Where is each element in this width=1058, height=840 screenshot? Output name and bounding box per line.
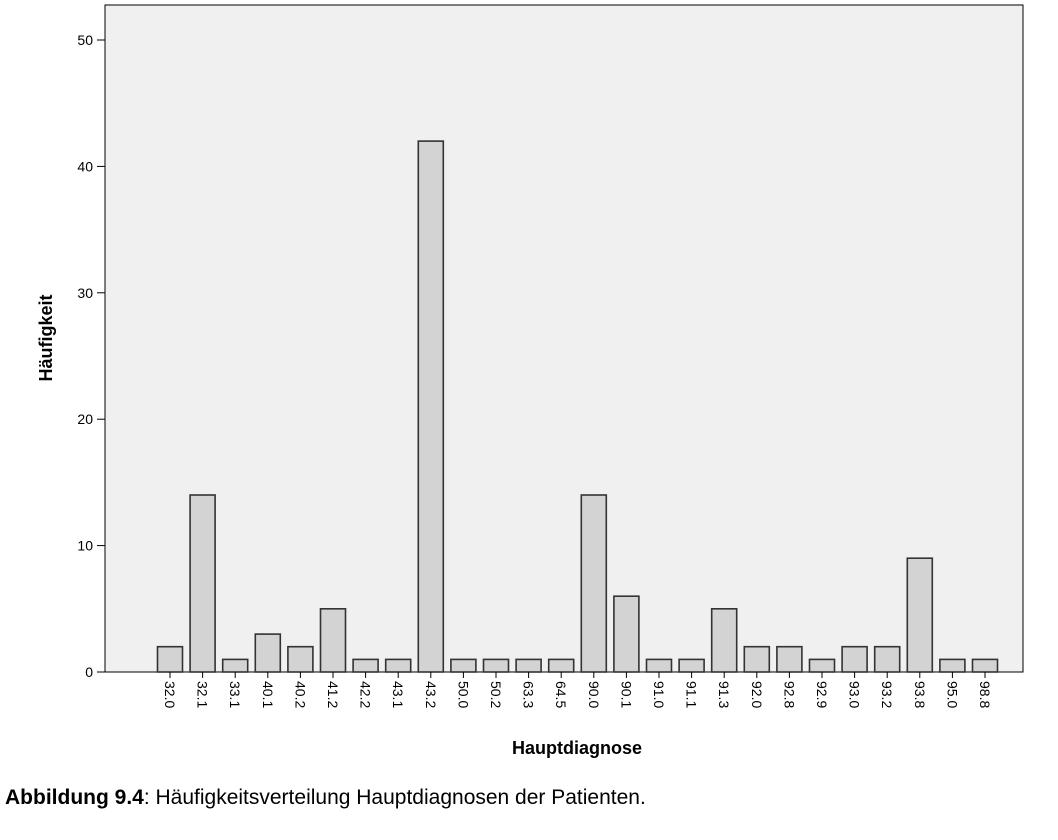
- bar-33.1: [221, 658, 249, 673]
- bar-90.0: [580, 494, 608, 673]
- bar-63.3: [515, 658, 542, 673]
- bar-92.9: [808, 658, 836, 673]
- x-tick-label: 40.2: [292, 681, 308, 708]
- bar-98.8: [971, 658, 999, 673]
- bar-92.8: [776, 645, 803, 673]
- bar-91.0: [645, 658, 673, 673]
- bar-40.2: [287, 645, 314, 673]
- y-tick-label: 10: [77, 538, 93, 554]
- x-tick-label: 98.8: [977, 681, 993, 708]
- x-tick-label: 50.0: [455, 681, 471, 708]
- x-axis-title: Hauptdiagnose: [512, 738, 642, 758]
- bar-93.8: [906, 557, 934, 673]
- y-tick-label: 40: [77, 158, 93, 174]
- x-tick-label: 64.5: [553, 681, 569, 708]
- bar-92.0: [743, 645, 771, 673]
- x-tick-label: 43.1: [390, 681, 406, 708]
- y-tick-label: 20: [77, 411, 93, 427]
- y-axis-title: Häufigkeit: [36, 294, 56, 381]
- x-tick-label: 50.2: [488, 681, 504, 708]
- bar-91.1: [678, 658, 705, 673]
- x-tick-label: 92.8: [781, 681, 797, 708]
- x-tick-label: 43.2: [423, 681, 439, 708]
- bar-43.1: [384, 658, 412, 673]
- bar-40.1: [254, 633, 282, 673]
- y-tick-label: 0: [85, 664, 93, 680]
- x-tick-label: 92.0: [749, 681, 765, 708]
- x-tick-label: 32.0: [162, 681, 178, 708]
- bar-91.3: [710, 607, 738, 673]
- x-tick-label: 33.1: [227, 681, 243, 708]
- x-tick-label: 40.1: [260, 681, 276, 708]
- bar-64.5: [547, 658, 575, 673]
- bar-43.2: [417, 140, 445, 673]
- figure-caption: Abbildung 9.4: Häufigkeitsverteilung Hau…: [5, 786, 646, 810]
- x-tick-label: 91.0: [651, 681, 667, 708]
- x-tick-label: 32.1: [195, 681, 211, 708]
- bar-41.2: [319, 607, 347, 673]
- bars-group: [156, 140, 999, 673]
- y-tick-label: 30: [77, 285, 93, 301]
- x-tick-label: 90.0: [586, 681, 602, 708]
- bar-50.2: [482, 658, 510, 673]
- x-tick-label: 90.1: [618, 681, 634, 708]
- x-tick-label: 63.3: [521, 681, 537, 708]
- x-tick-label: 93.0: [847, 681, 863, 708]
- bar-50.0: [450, 658, 477, 673]
- x-tick-label: 93.8: [912, 681, 928, 708]
- caption-label: Abbildung 9.4: [5, 786, 144, 809]
- x-axis: 32.0 32.1 33.1 40.1 40.2 41.2 42.2 43.1 43.2 50.0…: [162, 672, 993, 708]
- bar-32.0: [156, 645, 184, 673]
- y-tick-label: 50: [77, 32, 93, 48]
- bar-chart: 0 10 20 30 40 50 32.0 32.1 33.1 40.1 40.2 41.2 42.2…: [36, 4, 1024, 758]
- bar-95.0: [939, 658, 966, 673]
- y-axis: 0 10 20 30 40 50: [77, 32, 105, 680]
- bar-42.2: [352, 658, 379, 673]
- x-tick-label: 41.2: [325, 681, 341, 708]
- x-tick-label: 91.3: [716, 681, 732, 708]
- caption-text: : Häufigkeitsverteilung Hauptdiagnosen d…: [143, 786, 646, 809]
- x-tick-label: 92.9: [814, 681, 830, 708]
- x-tick-label: 91.1: [684, 681, 700, 708]
- bar-93.0: [841, 645, 868, 673]
- plot-area: [104, 4, 1024, 673]
- x-tick-label: 42.2: [358, 681, 374, 708]
- bar-93.2: [873, 645, 901, 673]
- x-tick-label: 95.0: [944, 681, 960, 708]
- bar-32.1: [189, 494, 216, 673]
- bar-90.1: [613, 595, 640, 673]
- x-tick-label: 93.2: [879, 681, 895, 708]
